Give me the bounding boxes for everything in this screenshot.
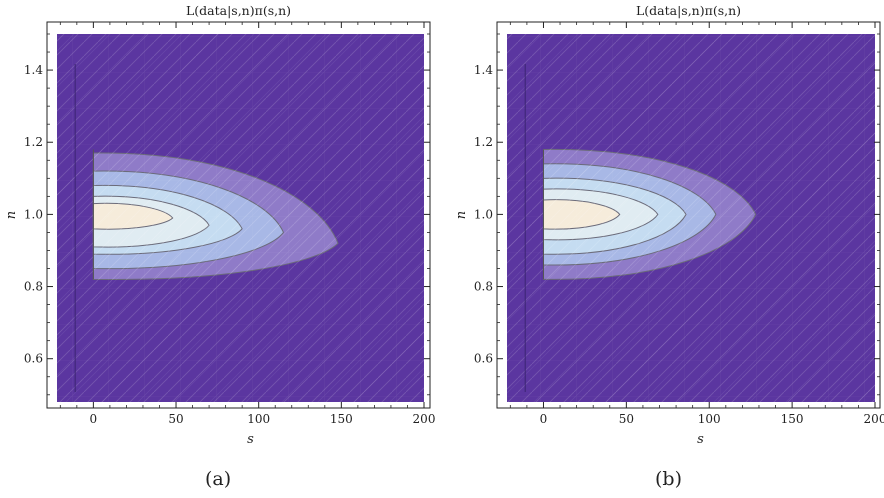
chart-title: L(data|s,n)π(s,n) xyxy=(186,3,291,18)
y-tick-label: 1.0 xyxy=(24,207,43,221)
y-tick-label: 0.6 xyxy=(24,352,43,366)
y-tick-label: 1.4 xyxy=(474,63,493,77)
caption-b: (b) xyxy=(655,468,682,490)
caption-a: (a) xyxy=(205,468,232,490)
y-tick-label: 0.8 xyxy=(474,280,493,294)
contour-panel-b: L(data|s,n)π(s,n) 0 50 100 150 200 0.6 0.8 1.0 1.… xyxy=(454,3,884,447)
x-tick-label: 100 xyxy=(698,412,721,426)
y-tick-label: 0.8 xyxy=(24,280,43,294)
x-axis-label: s xyxy=(697,432,704,447)
y-tick-label: 1.2 xyxy=(24,135,43,149)
hatch-overlay xyxy=(507,34,875,402)
x-tick-label: 200 xyxy=(413,412,436,426)
x-tick-label: 50 xyxy=(619,412,634,426)
y-tick-label: 1.4 xyxy=(24,63,43,77)
y-tick-label: 0.6 xyxy=(474,352,493,366)
chart-title: L(data|s,n)π(s,n) xyxy=(636,3,741,18)
x-tick-label: 150 xyxy=(330,412,353,426)
x-tick-label: 0 xyxy=(540,412,548,426)
y-tick-label: 1.0 xyxy=(474,207,493,221)
x-tick-label: 150 xyxy=(781,412,804,426)
hatch-overlay xyxy=(57,34,424,402)
y-axis-label: n xyxy=(454,211,469,219)
contour-panel-a: L(data|s,n)π(s,n) 0 50 100 150 200 0.6 0.8 1.0 1.… xyxy=(4,3,435,447)
y-tick-label: 1.2 xyxy=(474,135,493,149)
x-tick-label: 100 xyxy=(247,412,270,426)
y-axis-label: n xyxy=(4,211,19,219)
plot-frame xyxy=(46,21,431,409)
plot-frame xyxy=(496,21,881,409)
x-axis-label: s xyxy=(247,432,254,447)
x-tick-label: 50 xyxy=(168,412,183,426)
x-tick-label: 200 xyxy=(864,412,884,426)
x-tick-label: 0 xyxy=(90,412,98,426)
